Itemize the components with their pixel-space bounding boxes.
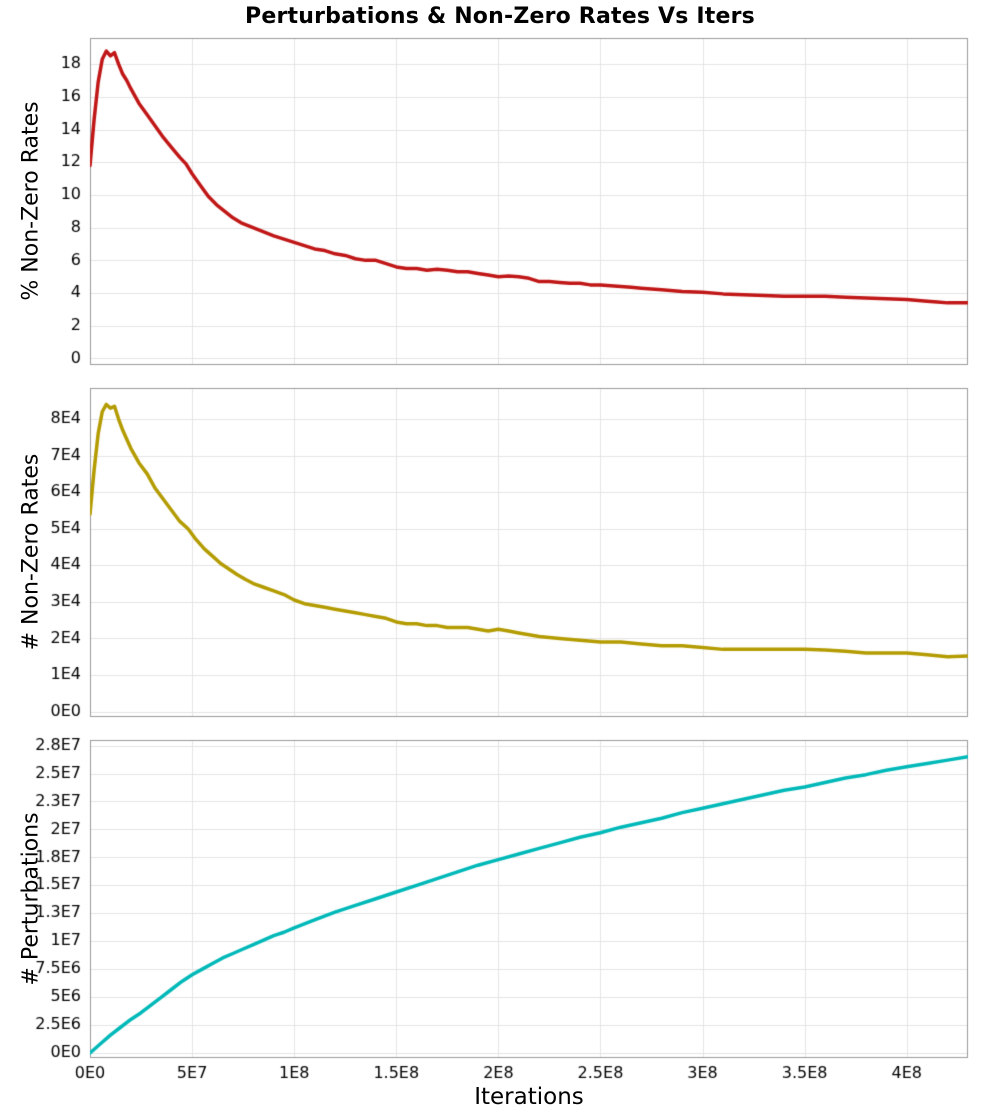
chart-title: Perturbations & Non-Zero Rates Vs Iters (245, 4, 755, 29)
x-axis-label: Iterations (474, 1084, 584, 1110)
y-axis-label-num-non-zero-rates: # Non-Zero Rates (18, 453, 44, 651)
y-axis-label-percent-non-zero-rates: % Non-Zero Rates (18, 101, 44, 301)
y-axis-label-num-perturbations: # Perturbations (18, 812, 44, 986)
